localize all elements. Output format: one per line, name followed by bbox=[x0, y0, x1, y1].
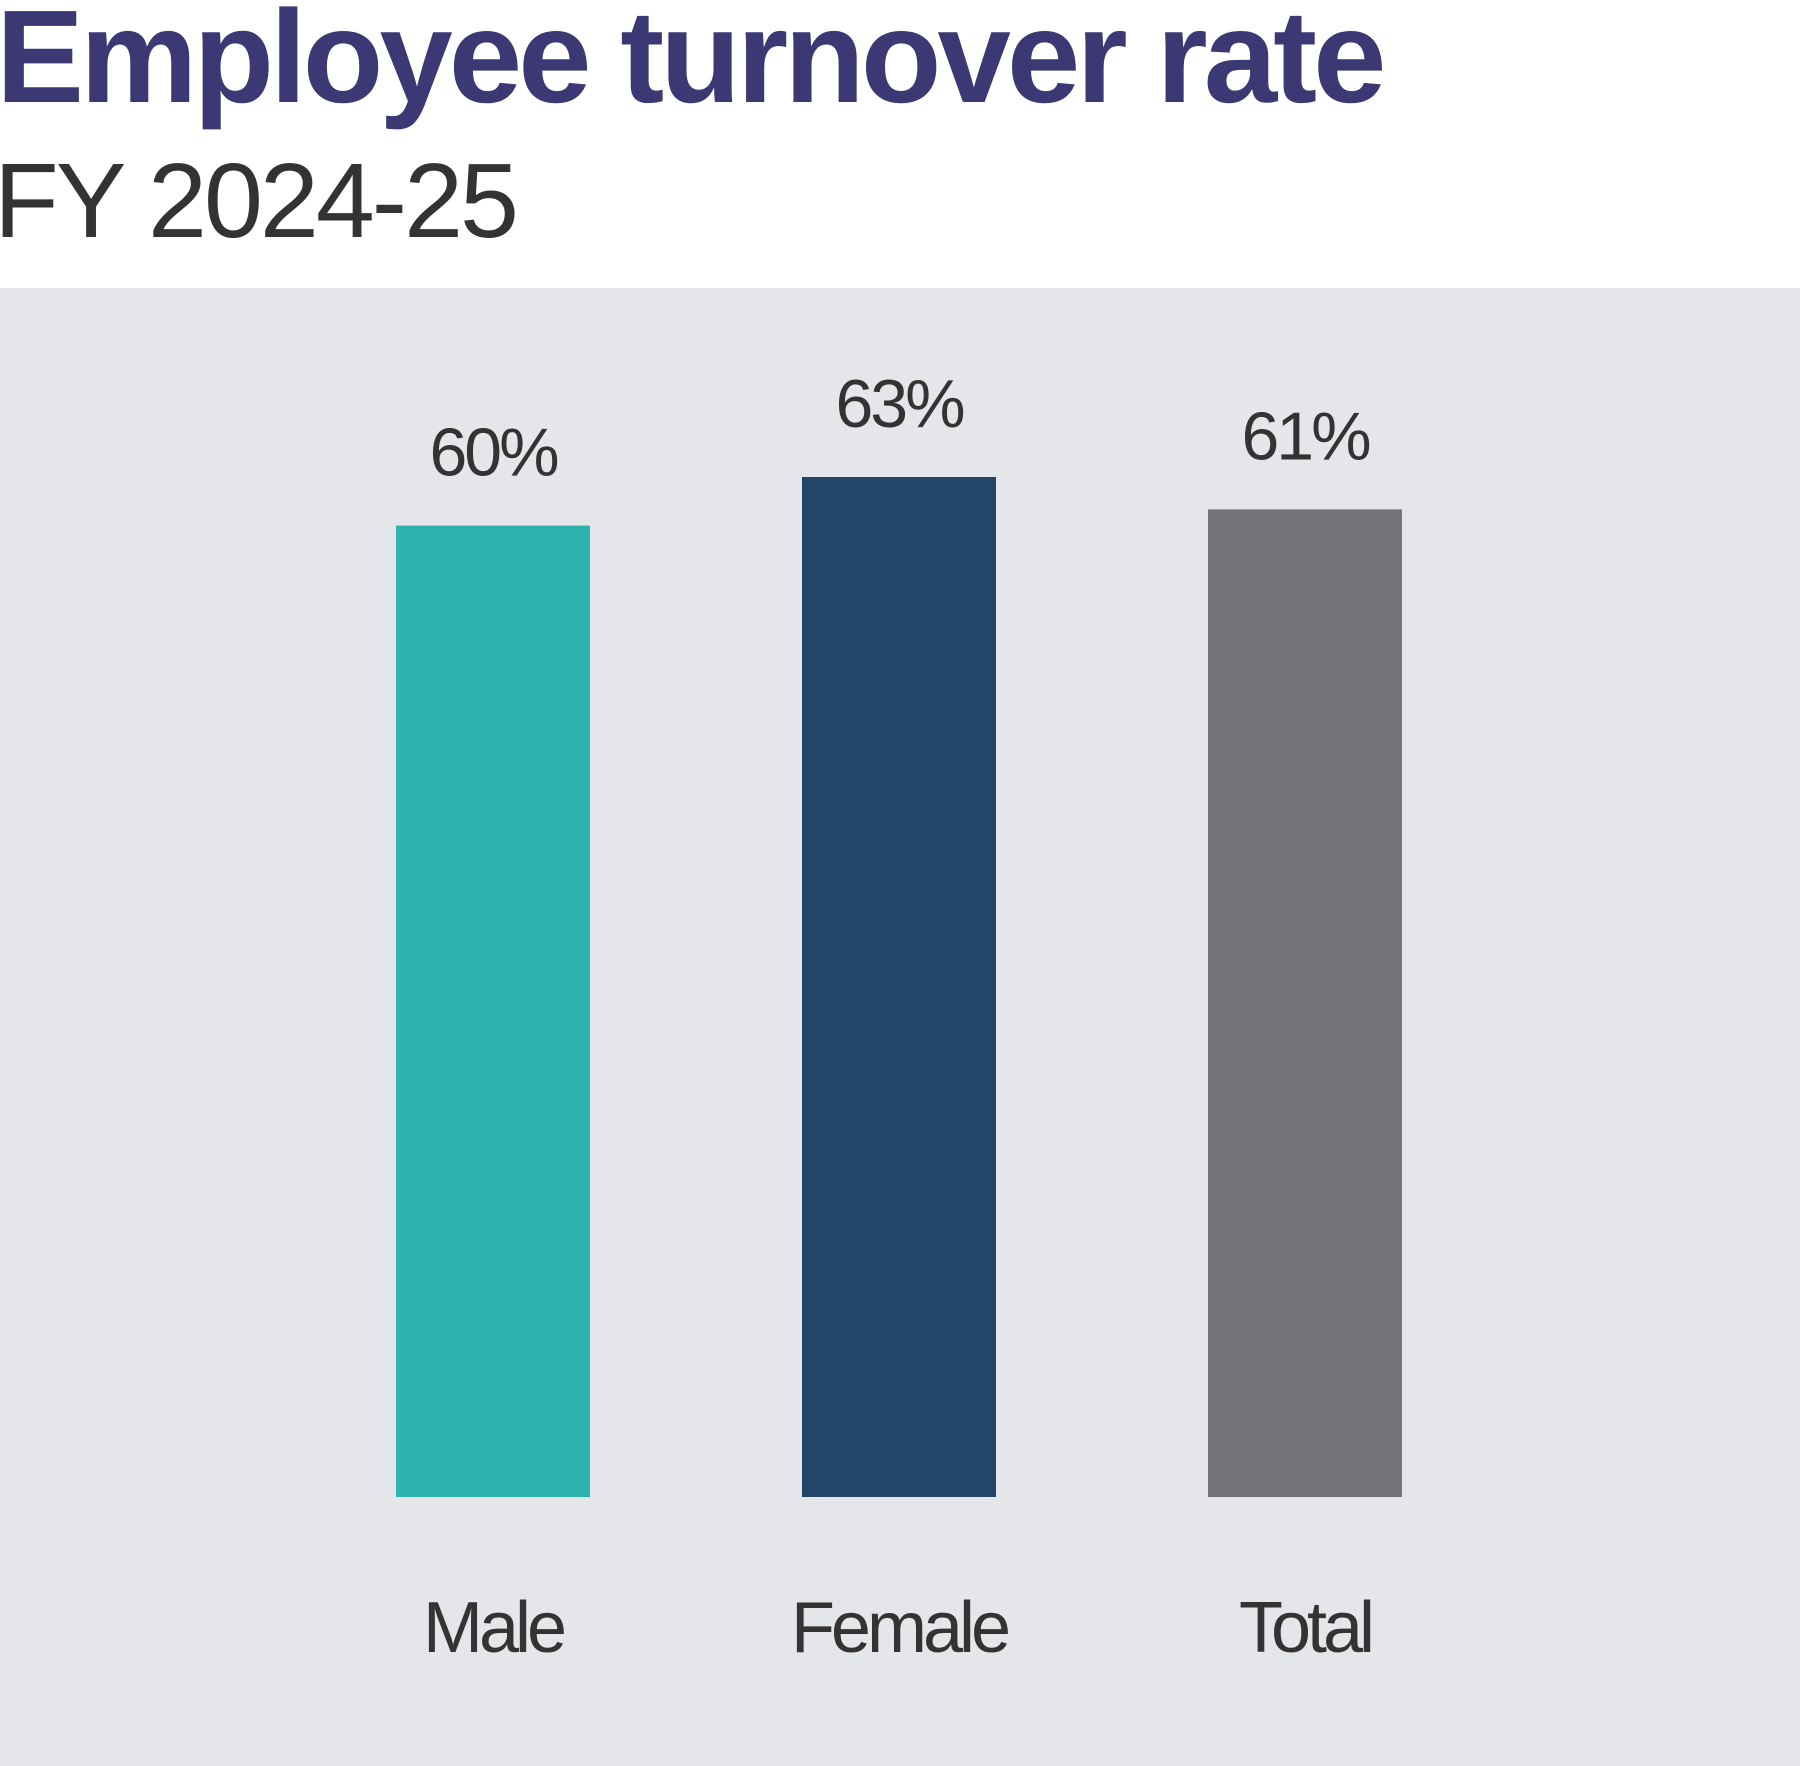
category-labels-group: Male Female Total bbox=[423, 1588, 1375, 1668]
value-label-female: 63% bbox=[835, 366, 964, 442]
value-label-male: 60% bbox=[429, 415, 558, 491]
category-label-male: Male bbox=[423, 1588, 564, 1668]
value-labels-group: 60% 63% 61% bbox=[429, 366, 1373, 491]
chart-title: Employee turnover rate bbox=[0, 0, 1386, 130]
bars-group bbox=[396, 477, 1402, 1497]
category-label-total: Total bbox=[1239, 1588, 1371, 1668]
bar-total bbox=[1208, 509, 1402, 1497]
category-label-female: Female bbox=[791, 1588, 1008, 1668]
value-label-total: 61% bbox=[1241, 398, 1370, 474]
bar-chart: 60% 63% 61% Male Female Total bbox=[396, 366, 1402, 1668]
chart-panel: 60% 63% 61% Male Female Total bbox=[0, 288, 1800, 1766]
bar-male bbox=[396, 525, 590, 1497]
chart-subtitle: FY 2024-25 bbox=[0, 142, 519, 260]
bar-female bbox=[802, 477, 996, 1497]
